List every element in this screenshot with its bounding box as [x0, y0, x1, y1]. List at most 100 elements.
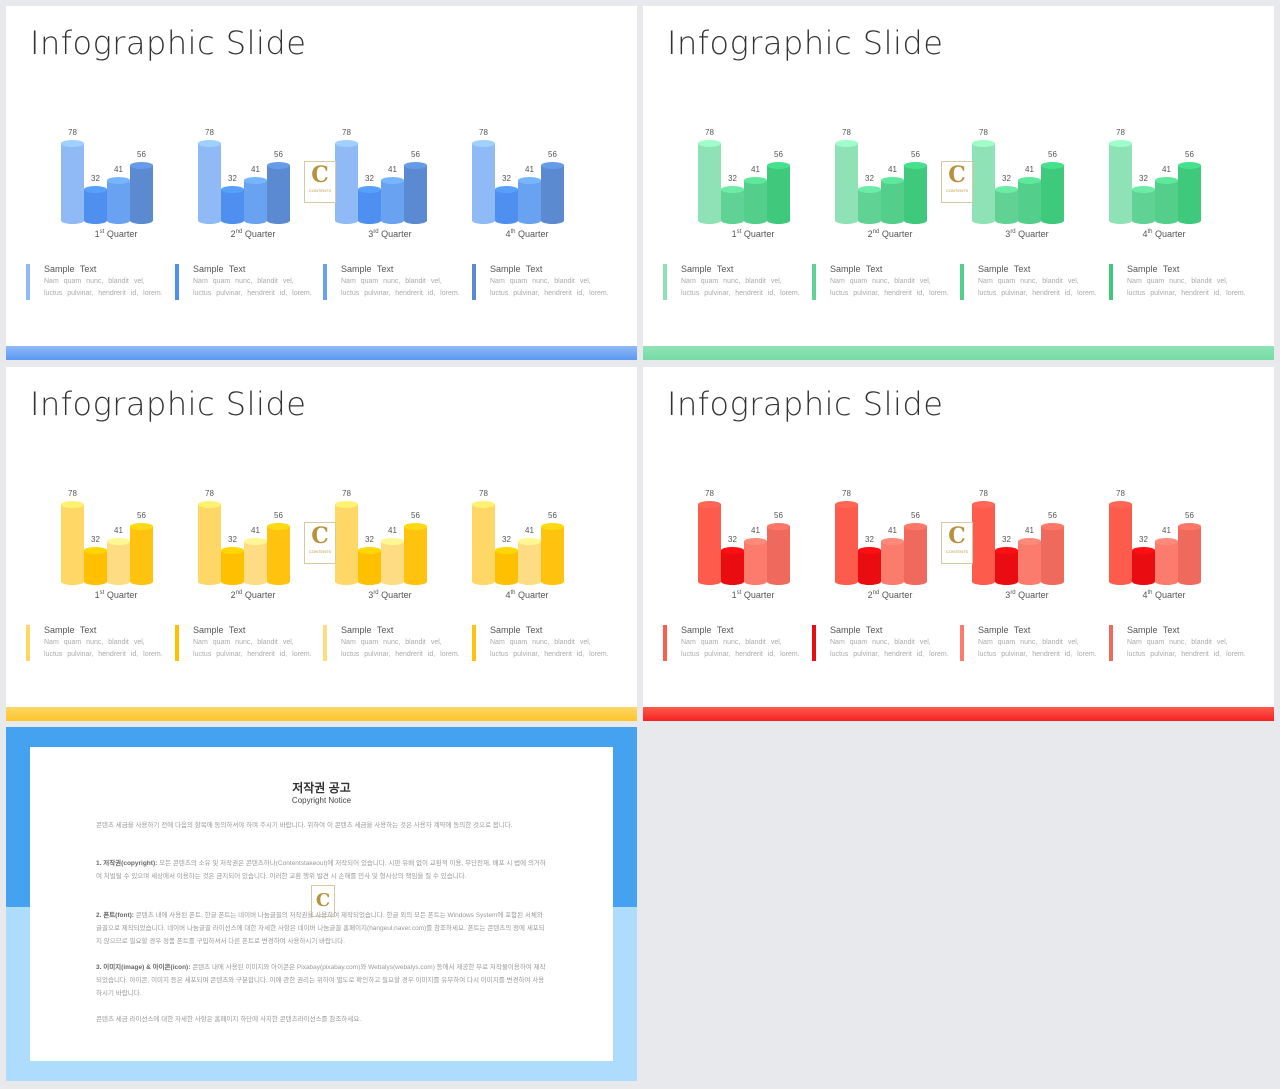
copyright-slide: 저작권 공고 Copyright Notice 콘텐츠 세금을 사용하기 전에 … [6, 727, 637, 1081]
copyright-p3-head: 3. 이미지(image) & 아이콘(icon): [96, 964, 191, 971]
copyright-paper: 저작권 공고 Copyright Notice 콘텐츠 세금을 사용하기 전에 … [30, 747, 613, 1061]
slide-title: Infographic Slide [667, 385, 944, 423]
logo-icon: C CONTENTS [304, 522, 336, 564]
bar-value-label: 56 [137, 511, 146, 520]
bar: 78 [198, 128, 221, 224]
logo-icon: C CONTENTS [941, 161, 973, 203]
quarter-group-4: 78 32 41 56 4th Quarter [472, 485, 582, 600]
bar: 78 [698, 128, 721, 224]
bar-value-label: 56 [911, 511, 920, 520]
note-title: Sample Text [341, 625, 394, 635]
bar: 32 [1132, 535, 1155, 585]
note-body: Nam quam nunc, blandit vel, luctus pulvin… [44, 278, 163, 297]
bar: 41 [107, 526, 130, 585]
bar-value-label: 41 [251, 526, 260, 535]
bar: 56 [267, 150, 290, 224]
bar-value-label: 41 [1025, 526, 1034, 535]
bar: 78 [472, 489, 495, 585]
quarter-label: 4th Quarter [505, 229, 549, 239]
note-item: Sample Text Nam quam nunc, blandit vel, lu… [472, 623, 612, 663]
note-color-marker [175, 625, 179, 661]
note-item: Sample Text Nam quam nunc, blandit vel, lu… [323, 623, 463, 663]
note-title: Sample Text [44, 625, 97, 635]
note-color-marker [960, 264, 964, 300]
bar-value-label: 41 [1162, 526, 1171, 535]
bar: 41 [1018, 165, 1041, 224]
note-color-marker [1109, 625, 1113, 661]
note-item: Sample Text Nam quam nunc, blandit vel, lu… [663, 262, 803, 302]
bar-value-label: 32 [502, 174, 511, 183]
bar: 56 [130, 150, 153, 224]
quarter-label: 2nd Quarter [867, 229, 913, 239]
bar-value-label: 32 [728, 535, 737, 544]
bar-value-label: 32 [365, 174, 374, 183]
bar-value-label: 78 [342, 489, 351, 498]
bar: 41 [518, 526, 541, 585]
note-color-marker [323, 625, 327, 661]
note-body: Nam quam nunc, blandit vel, luctus pulvin… [341, 278, 460, 297]
bar: 56 [904, 150, 927, 224]
bar: 32 [995, 174, 1018, 224]
copyright-paragraph-3: 3. 이미지(image) & 아이콘(icon): 콘텐츠 내에 사용된 이미… [96, 961, 548, 1000]
quarter-group-2: 78 32 41 56 2nd Quarter [198, 485, 308, 600]
bar: 32 [721, 535, 744, 585]
note-title: Sample Text [341, 264, 394, 274]
note-body: Nam quam nunc, blandit vel, luctus pulvin… [193, 278, 312, 297]
note-title: Sample Text [978, 625, 1031, 635]
bar-value-label: 41 [388, 165, 397, 174]
bar-value-label: 41 [114, 526, 123, 535]
copyright-p1-body: 모든 콘텐츠의 소유 및 저작권은 콘텐츠하나(Contentstakeout)… [96, 860, 546, 880]
slide-green: Infographic Slide 78 32 41 56 1st Quarter 78 32… [643, 6, 1274, 360]
quarter-label: 3rd Quarter [368, 590, 412, 600]
bar-value-label: 78 [205, 489, 214, 498]
bar-value-label: 56 [548, 511, 557, 520]
bar: 32 [84, 535, 107, 585]
note-body: Nam quam nunc, blandit vel, luctus pulvin… [681, 278, 800, 297]
bar-value-label: 56 [1185, 511, 1194, 520]
bar-value-label: 41 [525, 526, 534, 535]
note-item: Sample Text Nam quam nunc, blandit vel, lu… [1109, 262, 1249, 302]
bar-value-label: 78 [979, 489, 988, 498]
note-title: Sample Text [681, 625, 734, 635]
note-color-marker [812, 264, 816, 300]
bar: 41 [381, 526, 404, 585]
quarter-group-1: 78 32 41 56 1st Quarter [698, 485, 808, 600]
note-item: Sample Text Nam quam nunc, blandit vel, lu… [1109, 623, 1249, 663]
note-item: Sample Text Nam quam nunc, blandit vel, lu… [472, 262, 612, 302]
note-body: Nam quam nunc, blandit vel, luctus pulvin… [681, 639, 800, 658]
bar: 56 [267, 511, 290, 585]
bar: 78 [335, 489, 358, 585]
bar: 41 [518, 165, 541, 224]
note-item: Sample Text Nam quam nunc, blandit vel, lu… [960, 262, 1100, 302]
quarter-label: 3rd Quarter [1005, 229, 1049, 239]
note-color-marker [1109, 264, 1113, 300]
bar-value-label: 56 [1048, 150, 1057, 159]
quarter-label: 3rd Quarter [368, 229, 412, 239]
quarter-group-4: 78 32 41 56 4th Quarter [1109, 124, 1219, 239]
quarter-group-1: 78 32 41 56 1st Quarter [61, 485, 171, 600]
slide-red: Infographic Slide 78 32 41 56 1st Quarter 78 32… [643, 367, 1274, 721]
note-color-marker [472, 625, 476, 661]
bar-value-label: 78 [68, 489, 77, 498]
bar: 32 [221, 174, 244, 224]
bar-value-label: 78 [705, 489, 714, 498]
bar-value-label: 78 [842, 489, 851, 498]
slide-title: Infographic Slide [667, 24, 944, 62]
note-body: Nam quam nunc, blandit vel, luctus pulvin… [830, 278, 949, 297]
bar-value-label: 32 [502, 535, 511, 544]
bar: 78 [61, 128, 84, 224]
bar-value-label: 56 [137, 150, 146, 159]
note-body: Nam quam nunc, blandit vel, luctus pulvin… [490, 639, 609, 658]
bar-value-label: 78 [1116, 489, 1125, 498]
note-title: Sample Text [1127, 625, 1180, 635]
slide-title: Infographic Slide [30, 385, 307, 423]
note-body: Nam quam nunc, blandit vel, luctus pulvin… [193, 639, 312, 658]
bar: 32 [1132, 174, 1155, 224]
note-title: Sample Text [490, 264, 543, 274]
quarter-label: 2nd Quarter [230, 590, 276, 600]
note-item: Sample Text Nam quam nunc, blandit vel, lu… [26, 623, 166, 663]
bar-value-label: 41 [888, 165, 897, 174]
bar: 41 [744, 165, 767, 224]
bar: 78 [698, 489, 721, 585]
note-body: Nam quam nunc, blandit vel, luctus pulvin… [490, 278, 609, 297]
